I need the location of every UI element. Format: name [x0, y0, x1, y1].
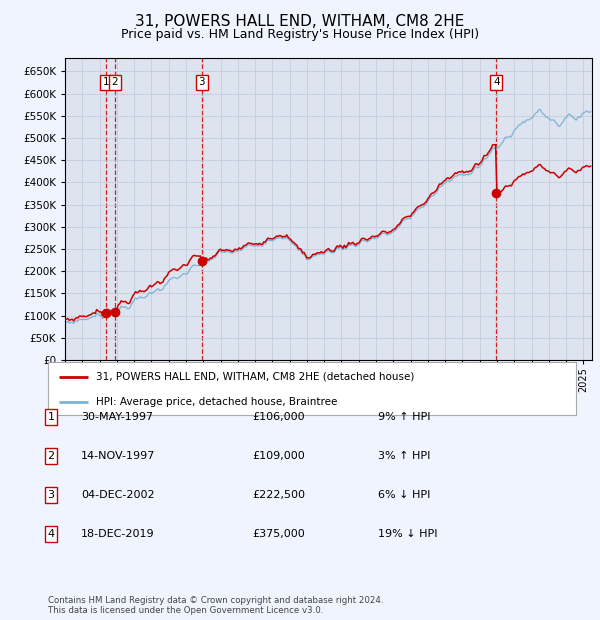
Text: 9% ↑ HPI: 9% ↑ HPI [378, 412, 431, 422]
Text: 31, POWERS HALL END, WITHAM, CM8 2HE: 31, POWERS HALL END, WITHAM, CM8 2HE [136, 14, 464, 29]
Text: 1: 1 [103, 78, 109, 87]
Text: 04-DEC-2002: 04-DEC-2002 [81, 490, 155, 500]
Text: 18-DEC-2019: 18-DEC-2019 [81, 529, 155, 539]
Text: 1: 1 [47, 412, 55, 422]
Text: 31, POWERS HALL END, WITHAM, CM8 2HE (detached house): 31, POWERS HALL END, WITHAM, CM8 2HE (de… [95, 372, 414, 382]
Text: 6% ↓ HPI: 6% ↓ HPI [378, 490, 430, 500]
Text: 30-MAY-1997: 30-MAY-1997 [81, 412, 153, 422]
Text: HPI: Average price, detached house, Braintree: HPI: Average price, detached house, Brai… [95, 397, 337, 407]
Text: 2: 2 [111, 78, 118, 87]
Text: £375,000: £375,000 [252, 529, 305, 539]
Text: Contains HM Land Registry data © Crown copyright and database right 2024.
This d: Contains HM Land Registry data © Crown c… [48, 596, 383, 615]
Text: 19% ↓ HPI: 19% ↓ HPI [378, 529, 437, 539]
Text: 4: 4 [47, 529, 55, 539]
Text: 3: 3 [199, 78, 205, 87]
Text: 3: 3 [47, 490, 55, 500]
Text: 4: 4 [493, 78, 500, 87]
Text: 14-NOV-1997: 14-NOV-1997 [81, 451, 155, 461]
Text: £106,000: £106,000 [252, 412, 305, 422]
Text: £222,500: £222,500 [252, 490, 305, 500]
Text: 3% ↑ HPI: 3% ↑ HPI [378, 451, 430, 461]
Text: Price paid vs. HM Land Registry's House Price Index (HPI): Price paid vs. HM Land Registry's House … [121, 28, 479, 41]
Text: 2: 2 [47, 451, 55, 461]
Text: £109,000: £109,000 [252, 451, 305, 461]
